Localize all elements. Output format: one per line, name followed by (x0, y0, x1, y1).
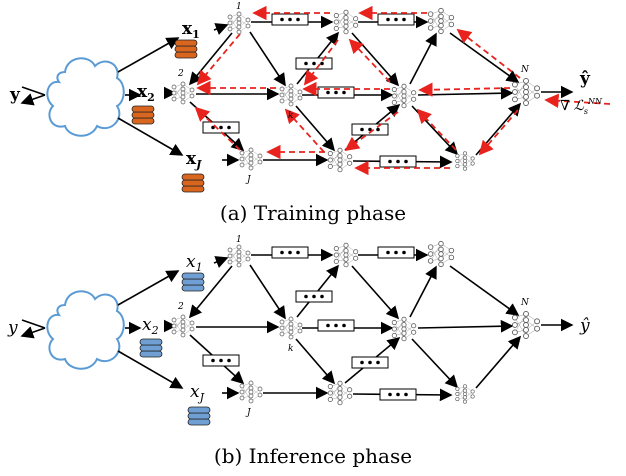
source-index: 2 (147, 91, 155, 104)
loss-sub: s (584, 107, 588, 116)
caption: (a) Training phase (220, 201, 406, 225)
source-label: x2 (142, 315, 159, 337)
source-symbol: x (190, 382, 200, 402)
backprop-arrows (194, 5, 611, 176)
source-symbol: x (182, 19, 193, 39)
training-graph (22, 8, 572, 172)
node-label: J (245, 408, 252, 418)
gradient-symbol: ∇ (560, 98, 570, 114)
input-label: y (7, 318, 18, 338)
source-index: 2 (151, 324, 159, 337)
node-label: 2 (177, 69, 184, 79)
source-label: xJ (190, 382, 205, 404)
node-label: 2 (177, 302, 184, 312)
source-label: x1 (186, 252, 203, 274)
source-label: x1 (182, 19, 200, 41)
source-label: x2 (137, 82, 155, 104)
output-label: ŷ (579, 316, 590, 336)
node-label: J (245, 175, 252, 185)
node-label: N (520, 298, 530, 308)
loss-sup: NN (587, 97, 603, 106)
source-symbol: x (186, 252, 196, 272)
node-label: 1 (236, 2, 242, 12)
caption: (b) Inference phase (214, 444, 412, 468)
node-label: N (520, 65, 530, 75)
inference-panel: y x1 x2 xJ 1 2 k J N ŷ (b) Inference pha… (7, 235, 590, 468)
source-index: 1 (192, 28, 200, 41)
source-index: J (198, 391, 205, 404)
source-index: J (194, 158, 202, 171)
node-label: k (288, 344, 293, 354)
source-symbol: x (137, 82, 148, 102)
training-panel: y x1 x2 xJ 1 2 k J N ŷ ∇ ℒsNN (a) Trainin… (9, 2, 611, 225)
inference-graph (22, 241, 572, 405)
source-index: 1 (196, 261, 203, 274)
loss-symbol: ℒ (574, 98, 585, 114)
source-symbol: x (142, 315, 152, 335)
input-label: y (9, 85, 21, 105)
output-label: ŷ (579, 69, 591, 89)
node-label: k (288, 111, 293, 121)
source-label: xJ (186, 149, 202, 171)
loss-label: ∇ ℒsNN (560, 97, 603, 116)
node-label: 1 (236, 235, 242, 245)
source-symbol: x (186, 149, 197, 169)
